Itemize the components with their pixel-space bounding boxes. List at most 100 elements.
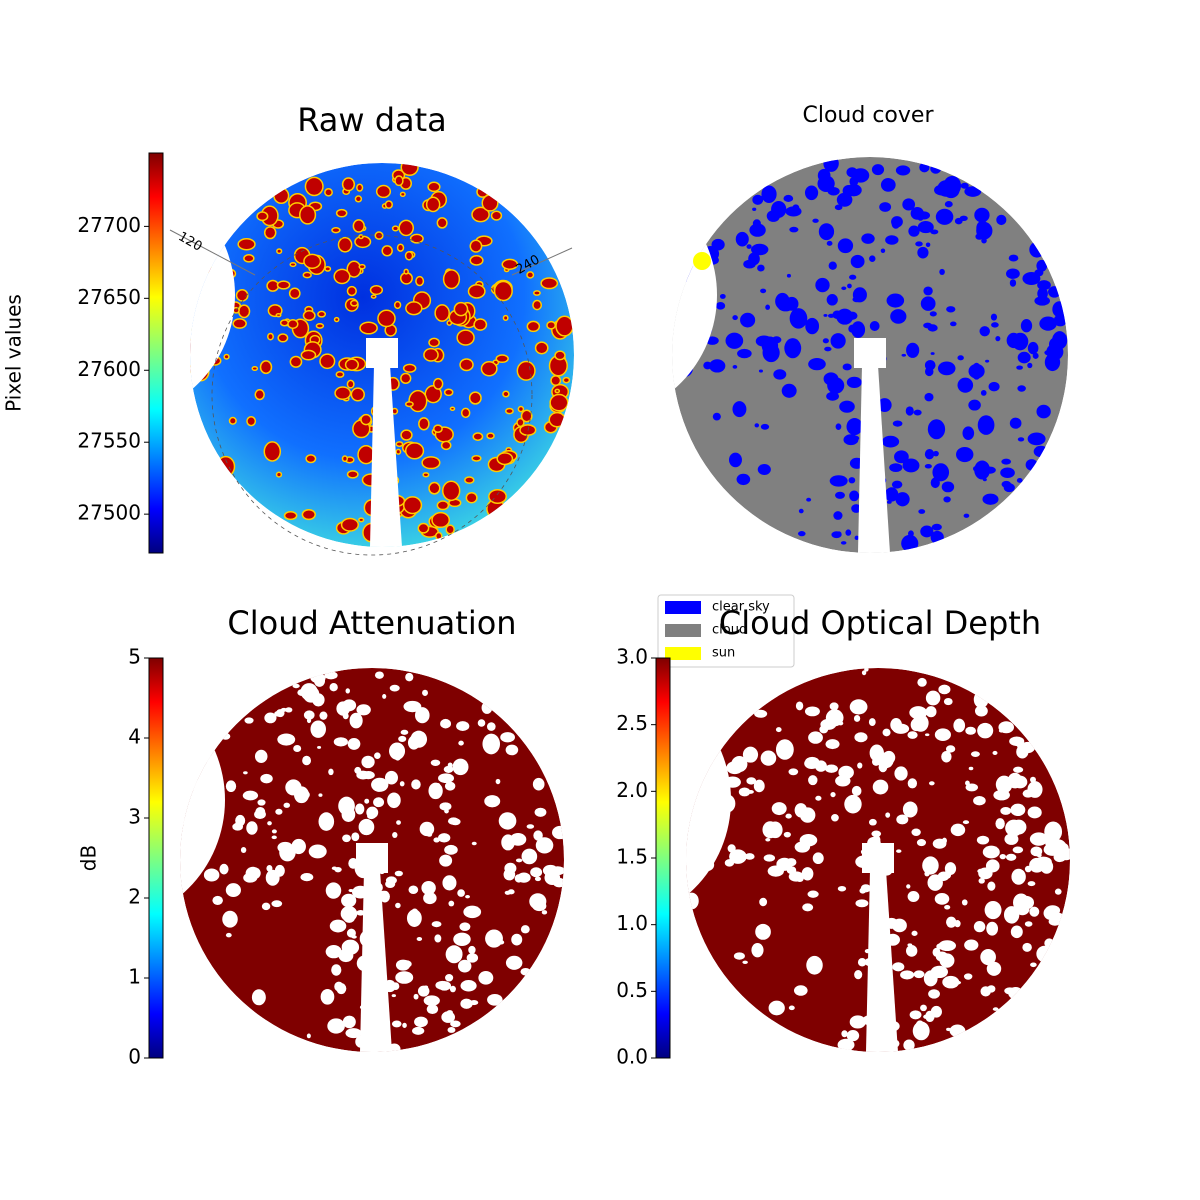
cloud-blob [927, 324, 938, 332]
colorbar-tick-label: 1.0 [616, 911, 648, 935]
cloud-blob [824, 764, 838, 773]
cloud-blob [237, 237, 256, 251]
cloud-blob [1017, 385, 1026, 392]
cloud-blob [396, 243, 405, 252]
cloud-blob [917, 677, 927, 687]
cloud-blob [844, 794, 862, 814]
cloud-blob [223, 353, 230, 360]
cloud-blob [930, 229, 939, 235]
cloud-blob [991, 322, 999, 328]
cloud-blob [846, 311, 858, 320]
cloud-blob [550, 375, 562, 386]
cloud-blob [982, 478, 987, 482]
cloud-blob [276, 248, 283, 255]
cloud-blob [804, 185, 819, 201]
cloud-blob [400, 372, 412, 385]
panel-title: Cloud Optical Depth [719, 604, 1041, 642]
cloud-blob [808, 775, 818, 786]
cloud-blob [485, 929, 503, 948]
cloud-blob [987, 881, 996, 891]
cloud-blob [703, 361, 712, 370]
cloud-blob [232, 318, 247, 329]
cloud-blob [965, 780, 970, 786]
cloud-blob [890, 309, 907, 324]
cloud-blob [828, 261, 837, 270]
cloud-blob [715, 301, 726, 310]
cloud-blob [381, 245, 393, 257]
cloud-blob [400, 429, 413, 441]
sky-image [686, 668, 1070, 1052]
cloud-blob [786, 866, 797, 875]
cloud-blob [359, 321, 378, 335]
cloud-blob [935, 208, 954, 225]
camera-mask [854, 338, 886, 368]
cloud-blob [837, 238, 854, 254]
cloud-blob [453, 301, 469, 317]
cloud-blob [1012, 846, 1024, 854]
cloud-blob [903, 1039, 915, 1051]
cloud-blob [1027, 881, 1036, 887]
cloud-blob [1008, 987, 1023, 1000]
cloud-blob [896, 814, 909, 825]
sky-image [672, 157, 1068, 553]
cloud-blob [445, 524, 455, 535]
cloud-blob [750, 243, 769, 256]
cloud-blob [957, 377, 974, 393]
cloud-blob [562, 376, 571, 384]
cloud-blob [453, 932, 471, 946]
cloud-blob [886, 293, 905, 308]
cloud-blob [266, 279, 280, 292]
cloud-blob [1010, 925, 1023, 939]
cloud-blob [244, 717, 254, 724]
legend-label: cloud [712, 623, 747, 638]
cloud-blob [328, 768, 334, 776]
cloud-blob [974, 460, 991, 480]
cloud-blob [889, 463, 903, 472]
cloud-blob [458, 740, 464, 746]
cloud-blob [443, 388, 454, 397]
cloud-blob [950, 823, 966, 837]
cloud-blob [848, 477, 856, 484]
image-body [180, 668, 564, 1052]
cloud-blob [946, 306, 956, 313]
cloud-blob [456, 329, 475, 346]
cloud-blob [835, 491, 845, 499]
cloud-blob [905, 542, 912, 549]
cloud-blob [495, 778, 501, 785]
cloud-blob [361, 755, 375, 769]
cloud-blob [742, 960, 748, 964]
cloud-blob [973, 466, 978, 472]
cloud-blob [431, 511, 451, 529]
cloud-blob [1001, 480, 1012, 488]
cloud-blob [338, 796, 355, 816]
cloud-blob [845, 184, 862, 197]
cloud-blob [814, 760, 827, 772]
cloud-blob [458, 959, 472, 973]
cloud-blob [962, 820, 970, 825]
cloud-blob [851, 785, 862, 797]
cloud-blob [992, 750, 998, 756]
cloud-blob [1039, 316, 1057, 331]
sky-image [180, 668, 564, 1052]
cloud-blob [260, 773, 273, 784]
cloud-blob [931, 523, 942, 531]
cloud-blob [896, 849, 902, 853]
cloud-blob [436, 217, 448, 229]
cloud-blob [402, 496, 423, 515]
cloud-blob [373, 797, 385, 808]
cloud-blob [415, 707, 430, 724]
cloud-blob [404, 442, 425, 460]
cloud-blob [505, 407, 514, 415]
cloud-blob [540, 277, 559, 290]
cloud-blob [751, 943, 764, 958]
cloud-blob [517, 872, 531, 883]
cloud-blob [851, 435, 860, 441]
cloud-blob [938, 684, 951, 695]
cloud-blob [395, 971, 414, 984]
cloud-blob [1005, 853, 1017, 861]
cloud-blob [392, 831, 398, 839]
cloud-blob [1040, 859, 1054, 874]
cloud-blob [1013, 766, 1024, 773]
cloud-blob [976, 835, 990, 845]
colorbar-tick-label: 27550 [77, 429, 141, 453]
